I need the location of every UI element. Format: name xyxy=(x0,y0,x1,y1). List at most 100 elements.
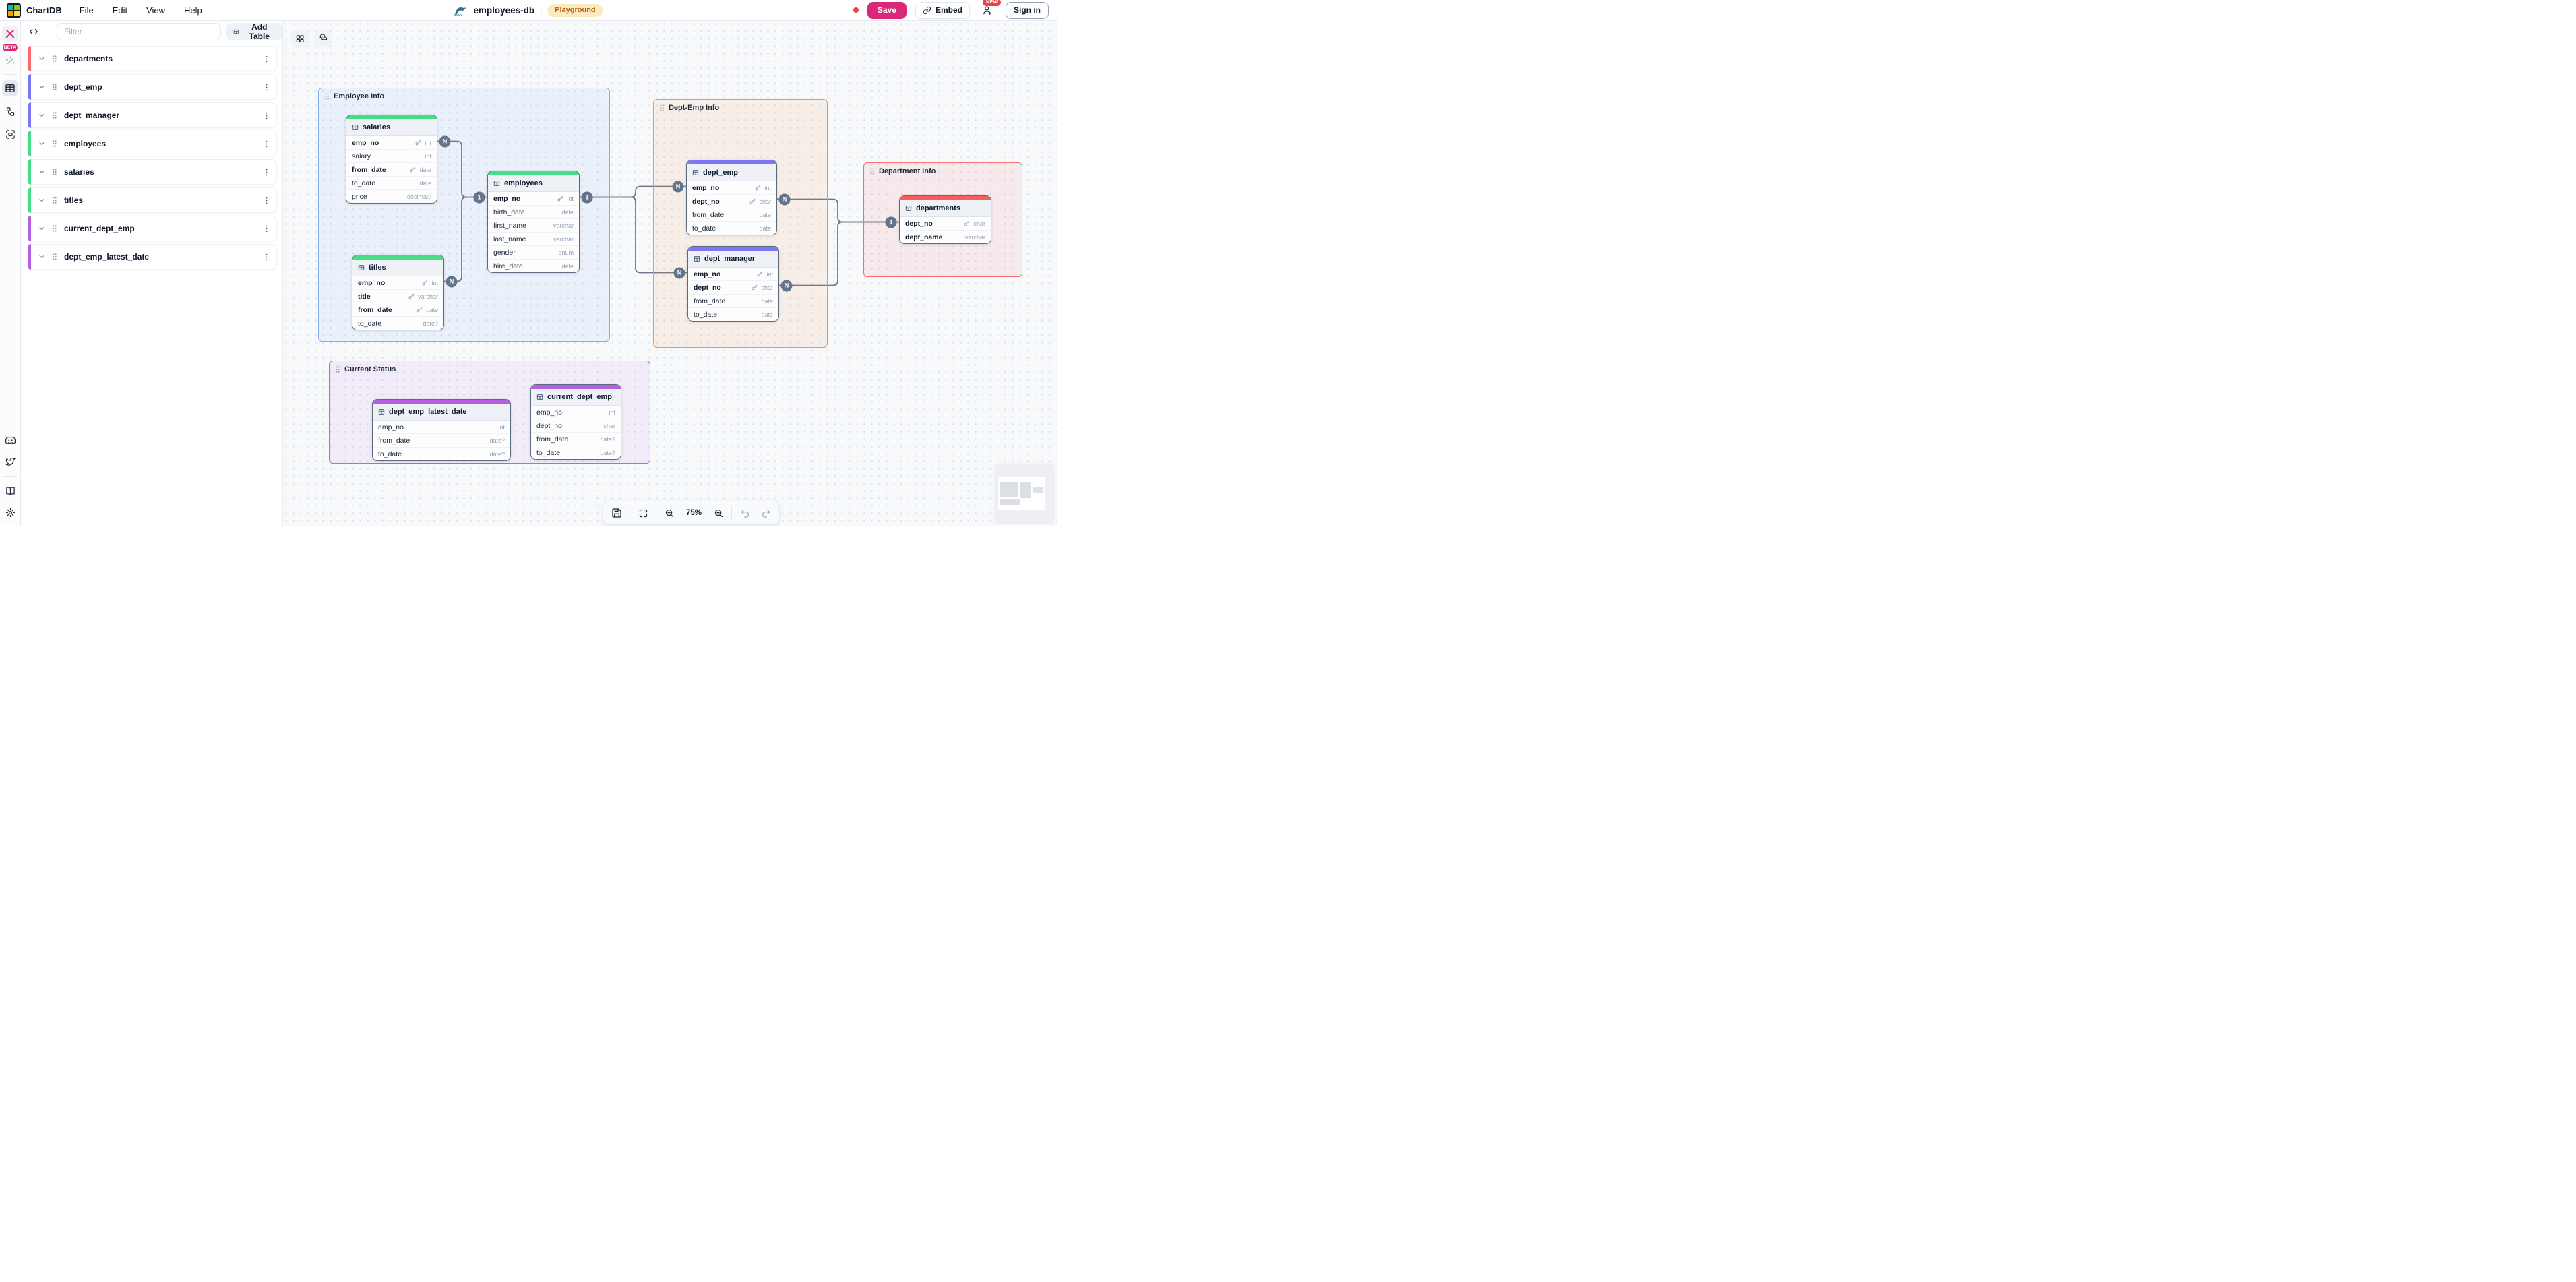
diagram-table-dept_emp_latest_date[interactable]: dept_emp_latest_date emp_no int from_dat… xyxy=(372,399,511,461)
field-row-last_name[interactable]: last_name varchar xyxy=(488,233,579,246)
sidebar-table-item-dept_emp_latest_date[interactable]: dept_emp_latest_date xyxy=(28,244,277,270)
redo-button[interactable] xyxy=(758,505,774,521)
sidebar-table-item-current_dept_emp[interactable]: current_dept_emp xyxy=(28,216,277,241)
drag-handle[interactable] xyxy=(52,55,57,63)
chartdb-editor-button[interactable] xyxy=(2,26,18,42)
table-header[interactable]: dept_emp_latest_date xyxy=(373,404,510,421)
diagram-table-current_dept_emp[interactable]: current_dept_emp emp_no int dept_no char… xyxy=(530,384,621,460)
sidebar-table-item-dept_manager[interactable]: dept_manager xyxy=(28,102,277,128)
table-menu-button[interactable] xyxy=(262,83,271,92)
table-menu-button[interactable] xyxy=(262,168,271,177)
field-row-dept_no[interactable]: dept_no char xyxy=(900,217,991,231)
menu-file[interactable]: File xyxy=(79,5,94,16)
table-header[interactable]: titles xyxy=(352,260,443,276)
table-menu-button[interactable] xyxy=(262,140,271,148)
table-header[interactable]: dept_manager xyxy=(688,251,778,268)
diagram-table-salaries[interactable]: salaries emp_no int salary int from_date… xyxy=(346,115,437,204)
expand-toggle[interactable] xyxy=(38,140,46,148)
field-row-from_date[interactable]: from_date date xyxy=(352,303,443,317)
diagram-table-departments[interactable]: departments dept_no char dept_name varch… xyxy=(899,195,991,244)
field-row-emp_no[interactable]: emp_no int xyxy=(346,136,437,150)
field-row-gender[interactable]: gender enum xyxy=(488,246,579,260)
field-row-title[interactable]: title varchar xyxy=(352,290,443,303)
menu-help[interactable]: Help xyxy=(184,5,202,16)
drag-handle[interactable] xyxy=(52,140,57,148)
expand-toggle[interactable] xyxy=(38,253,46,261)
field-row-to_date[interactable]: to_date date? xyxy=(531,446,621,459)
snap-magnet-button[interactable] xyxy=(314,30,332,47)
expand-toggle[interactable] xyxy=(38,196,46,204)
field-row-emp_no[interactable]: emp_no int xyxy=(531,406,621,419)
fit-view-button[interactable] xyxy=(635,505,651,521)
ai-wand-button[interactable] xyxy=(2,53,18,69)
save-button[interactable]: Save xyxy=(867,1,907,19)
table-menu-button[interactable] xyxy=(262,111,271,120)
menu-view[interactable]: View xyxy=(146,5,166,16)
field-row-emp_no[interactable]: emp_no int xyxy=(352,276,443,290)
field-row-from_date[interactable]: from_date date? xyxy=(531,433,621,446)
field-row-emp_no[interactable]: emp_no int xyxy=(687,181,776,195)
sidebar-table-item-dept_emp[interactable]: dept_emp xyxy=(28,74,277,100)
diagram-table-dept_emp[interactable]: dept_emp emp_no int dept_no char from_da… xyxy=(686,160,777,235)
field-row-to_date[interactable]: to_date date xyxy=(687,222,776,235)
field-row-first_name[interactable]: first_name varchar xyxy=(488,219,579,233)
zoom-level[interactable]: 75% xyxy=(682,508,706,518)
field-row-from_date[interactable]: from_date date xyxy=(346,163,437,177)
save-diagram-button[interactable] xyxy=(609,505,625,521)
relationships-tab-button[interactable] xyxy=(2,103,18,119)
drag-handle[interactable] xyxy=(52,253,57,261)
field-row-emp_no[interactable]: emp_no int xyxy=(688,268,778,281)
expand-toggle[interactable] xyxy=(38,111,46,119)
embed-button[interactable]: Embed xyxy=(915,1,970,19)
docs-button[interactable] xyxy=(2,483,18,499)
field-row-hire_date[interactable]: hire_date date xyxy=(488,260,579,272)
table-header[interactable]: departments xyxy=(900,200,991,217)
table-menu-button[interactable] xyxy=(262,55,271,63)
expand-toggle[interactable] xyxy=(38,83,46,91)
zoom-out-button[interactable] xyxy=(661,505,677,521)
table-menu-button[interactable] xyxy=(262,196,271,205)
field-row-dept_name[interactable]: dept_name varchar xyxy=(900,231,991,243)
twitter-button[interactable] xyxy=(2,454,18,470)
diagram-table-employees[interactable]: employees emp_no int birth_date date fir… xyxy=(487,171,580,273)
drag-handle[interactable] xyxy=(52,111,57,119)
sidebar-table-item-departments[interactable]: departments xyxy=(28,46,277,71)
field-row-to_date[interactable]: to_date date xyxy=(346,177,437,190)
areas-tab-button[interactable] xyxy=(2,126,18,142)
menu-edit[interactable]: Edit xyxy=(112,5,128,16)
expand-toggle[interactable] xyxy=(38,168,46,176)
field-row-price[interactable]: price decimal? xyxy=(346,190,437,203)
filter-input[interactable] xyxy=(57,23,221,40)
field-row-dept_no[interactable]: dept_no char xyxy=(688,281,778,295)
diagram-canvas[interactable]: 75% Employee Info Dept-Emp I xyxy=(282,20,1057,526)
field-row-emp_no[interactable]: emp_no int xyxy=(373,421,510,434)
table-header[interactable]: salaries xyxy=(346,119,437,136)
sidebar-table-item-titles[interactable]: titles xyxy=(28,187,277,213)
field-row-dept_no[interactable]: dept_no char xyxy=(687,195,776,208)
field-row-salary[interactable]: salary int xyxy=(346,150,437,163)
expand-toggle[interactable] xyxy=(38,55,46,63)
field-row-from_date[interactable]: from_date date xyxy=(687,208,776,222)
drag-handle[interactable] xyxy=(52,196,57,204)
drag-handle[interactable] xyxy=(52,83,57,91)
discord-button[interactable] xyxy=(2,433,18,449)
table-menu-button[interactable] xyxy=(262,224,271,233)
sidebar-table-item-salaries[interactable]: salaries xyxy=(28,159,277,185)
table-header[interactable]: dept_emp xyxy=(687,164,776,181)
table-menu-button[interactable] xyxy=(262,253,271,262)
tables-tab-button[interactable] xyxy=(2,80,18,96)
field-row-from_date[interactable]: from_date date? xyxy=(373,434,510,448)
diagram-table-dept_manager[interactable]: dept_manager emp_no int dept_no char fro… xyxy=(687,246,779,322)
field-row-from_date[interactable]: from_date date xyxy=(688,295,778,308)
database-name[interactable]: employees-db xyxy=(473,5,535,16)
diagram-table-titles[interactable]: titles emp_no int title varchar from_dat… xyxy=(352,255,444,330)
sign-in-button[interactable]: Sign in xyxy=(1006,1,1049,19)
sidebar-table-item-employees[interactable]: employees xyxy=(28,131,277,156)
field-row-birth_date[interactable]: birth_date date xyxy=(488,206,579,219)
field-row-to_date[interactable]: to_date date xyxy=(688,308,778,321)
drag-handle[interactable] xyxy=(52,224,57,233)
drag-handle[interactable] xyxy=(52,168,57,176)
code-view-toggle[interactable] xyxy=(29,27,38,36)
field-row-dept_no[interactable]: dept_no char xyxy=(531,419,621,433)
expand-toggle[interactable] xyxy=(38,224,46,233)
